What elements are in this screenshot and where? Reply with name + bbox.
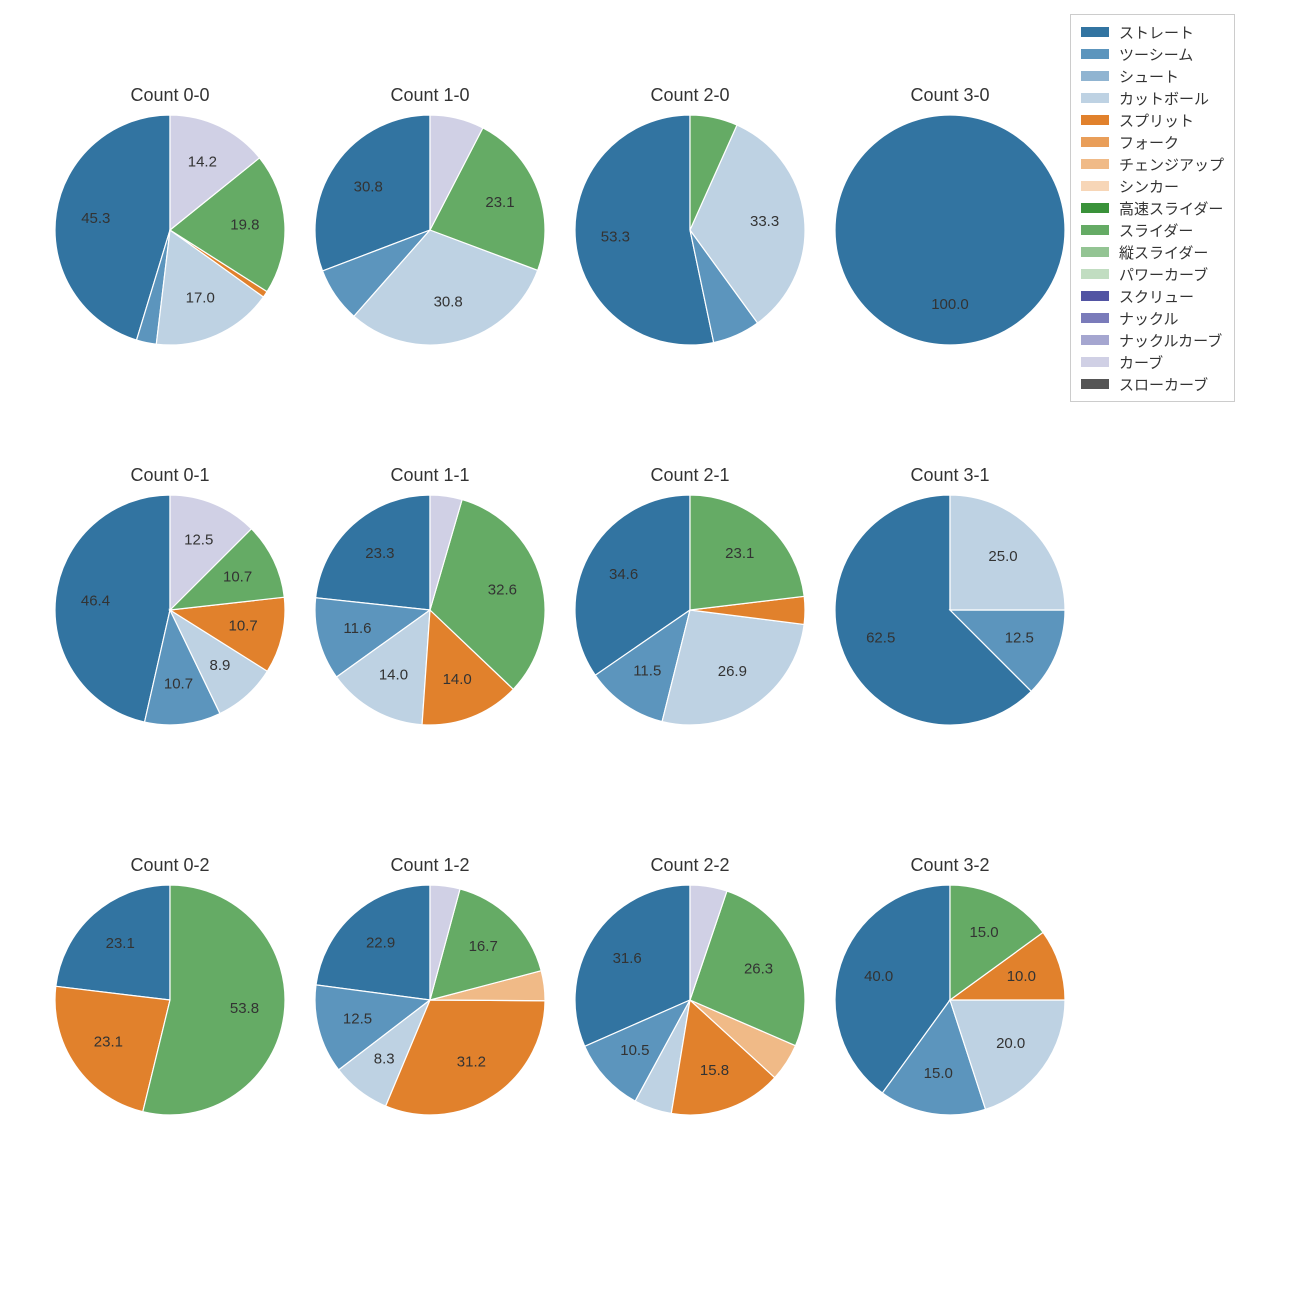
slice-label: 23.1 (725, 545, 754, 562)
slice-label: 10.7 (229, 618, 258, 635)
legend-label: ナックルカーブ (1119, 330, 1222, 351)
figure: ストレートツーシームシュートカットボールスプリットフォークチェンジアップシンカー… (0, 0, 1300, 1300)
slice-label: 46.4 (81, 593, 110, 610)
slice-label: 10.7 (164, 675, 193, 692)
slice-label: 19.8 (230, 217, 259, 234)
slice-label: 10.5 (620, 1042, 649, 1059)
legend-label: カットボール (1119, 88, 1209, 109)
legend-item: ツーシーム (1081, 43, 1224, 65)
slice-label: 14.2 (188, 153, 217, 170)
slice-label: 12.5 (343, 1010, 372, 1027)
pie-chart: 100.0 (795, 75, 1105, 385)
slice-label: 8.3 (374, 1050, 395, 1067)
slice-label: 30.8 (434, 294, 463, 311)
slice-label: 15.8 (700, 1062, 729, 1079)
slice-label: 34.6 (609, 566, 638, 583)
legend-label: ストレート (1119, 22, 1194, 43)
slice-label: 10.0 (1007, 968, 1036, 985)
slice-label: 25.0 (988, 548, 1017, 565)
slice-label: 23.1 (94, 1034, 123, 1051)
slice-label: 22.9 (366, 935, 395, 952)
legend-label: スローカーブ (1119, 374, 1208, 395)
legend-label: スプリット (1119, 110, 1194, 131)
slice-label: 26.9 (718, 663, 747, 680)
slice-label: 12.5 (1005, 630, 1034, 647)
legend-label: チェンジアップ (1119, 154, 1224, 175)
slice-label: 31.2 (457, 1054, 486, 1071)
slice-label: 62.5 (866, 630, 895, 647)
legend-label: ナックル (1119, 308, 1179, 329)
slice-label: 14.0 (443, 671, 472, 688)
legend-swatch (1081, 27, 1109, 37)
slice-label: 45.3 (81, 210, 110, 227)
legend-label: シュート (1119, 66, 1179, 87)
legend-label: シンカー (1119, 176, 1179, 197)
legend-label: スクリュー (1119, 286, 1194, 307)
slice-label: 31.6 (613, 950, 642, 967)
slice-label: 53.8 (230, 1000, 259, 1017)
legend-label: 縦スライダー (1119, 242, 1208, 263)
slice-label: 11.5 (633, 663, 661, 680)
slice-label: 23.3 (365, 545, 394, 562)
slice-label: 53.3 (601, 229, 630, 246)
slice-label: 16.7 (469, 938, 498, 955)
slice-label: 32.6 (488, 581, 517, 598)
slice-label: 15.0 (969, 924, 998, 941)
legend-label: カーブ (1119, 352, 1163, 373)
slice-label: 30.8 (354, 178, 383, 195)
slice-label: 17.0 (186, 290, 215, 307)
legend-swatch (1081, 49, 1109, 59)
legend-label: フォーク (1119, 132, 1179, 153)
slice-label: 40.0 (864, 968, 893, 985)
slice-label: 11.6 (343, 620, 371, 637)
slice-label: 20.0 (996, 1035, 1025, 1052)
legend-label: スライダー (1119, 220, 1193, 241)
legend-label: 高速スライダー (1119, 198, 1223, 219)
legend-item: ストレート (1081, 21, 1224, 43)
slice-label: 15.0 (924, 1065, 953, 1082)
slice-label: 23.1 (106, 935, 135, 952)
slice-label: 14.0 (379, 666, 408, 683)
slice-label: 26.3 (744, 961, 773, 978)
pie-chart: 40.0 15.0 20.0 10.0 15.0 (795, 845, 1105, 1155)
slice-label: 23.1 (485, 194, 514, 211)
slice-label: 8.9 (210, 657, 231, 674)
pie-chart: 62.5 12.5 25.0 (795, 455, 1105, 765)
legend-label: ツーシーム (1119, 44, 1193, 65)
slice-label: 100.0 (931, 296, 969, 313)
slice-label: 12.5 (184, 532, 213, 549)
slice-label: 33.3 (750, 213, 779, 230)
legend-label: パワーカーブ (1119, 264, 1208, 285)
slice-label: 10.7 (223, 568, 252, 585)
